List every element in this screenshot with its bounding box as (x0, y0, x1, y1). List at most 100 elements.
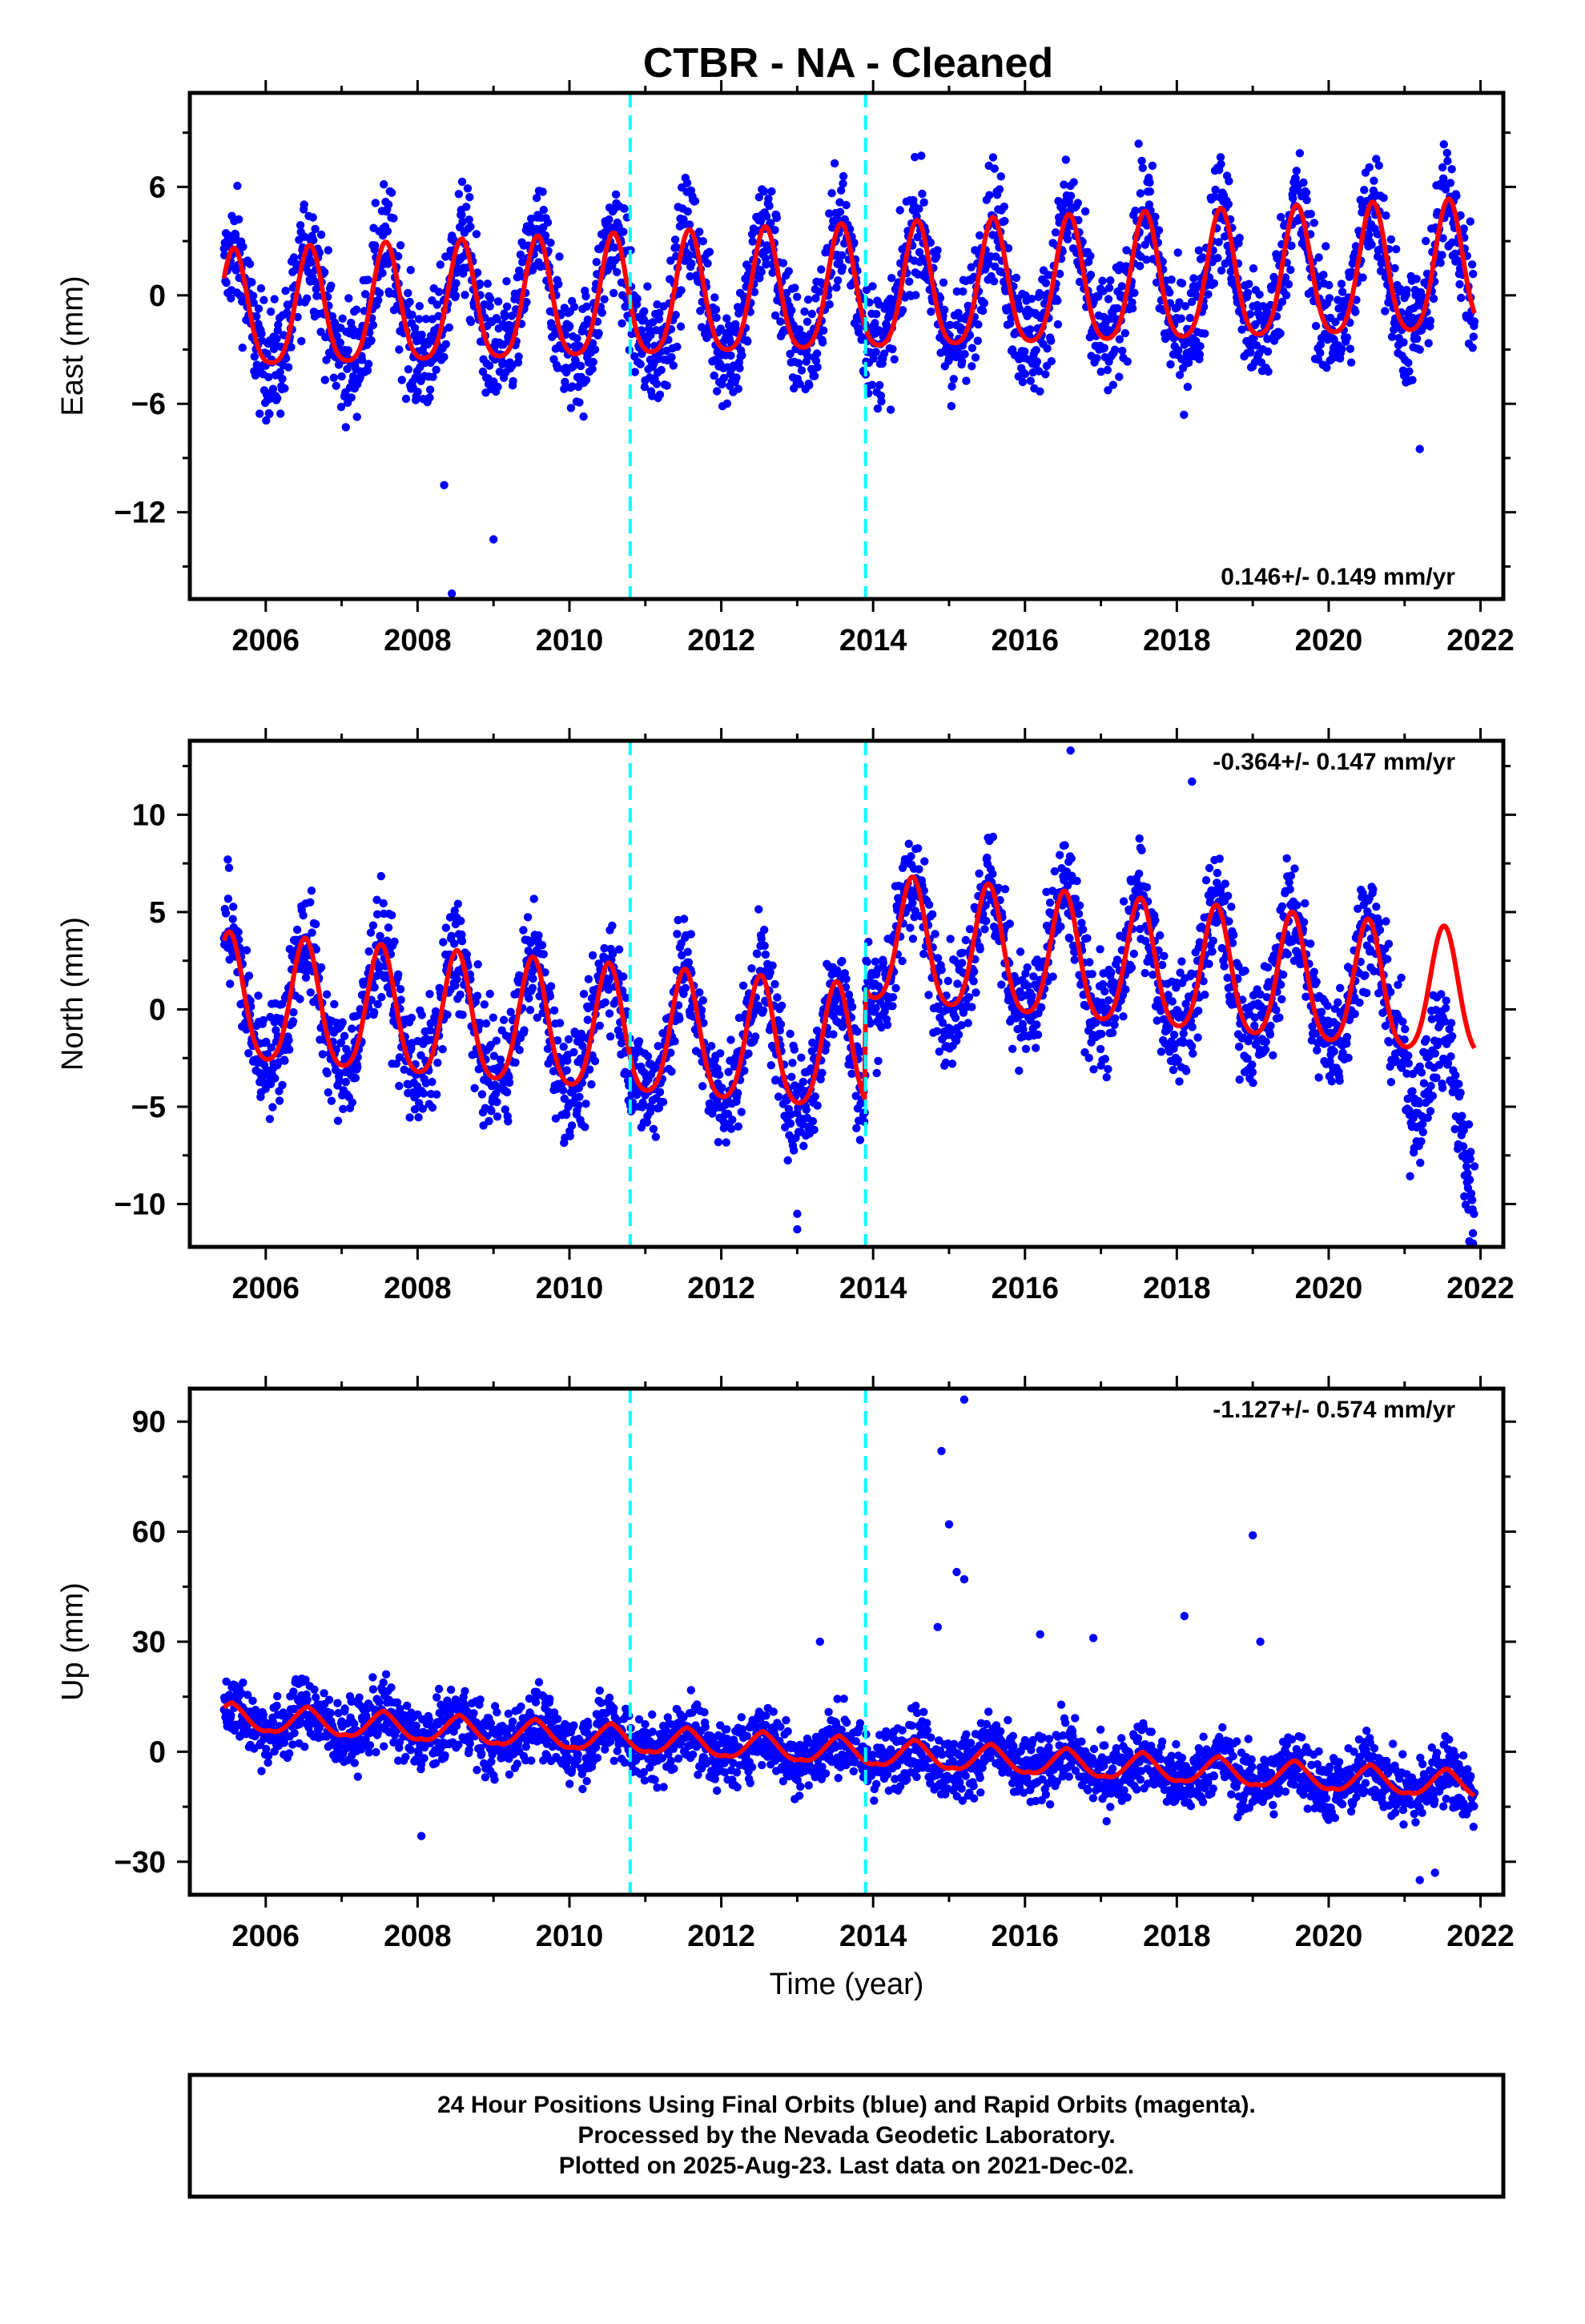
data-point (387, 911, 396, 920)
data-point (523, 913, 533, 922)
data-point (634, 1037, 644, 1046)
data-point (722, 1138, 730, 1147)
data-point (463, 184, 473, 193)
data-point (1148, 161, 1157, 171)
data-point (590, 345, 600, 354)
data-point (810, 1125, 819, 1135)
data-point (452, 279, 461, 287)
data-point (686, 930, 695, 939)
data-point (947, 401, 956, 411)
data-point (1243, 288, 1253, 297)
data-point (988, 870, 997, 879)
data-point (405, 297, 414, 307)
data-point (714, 1070, 724, 1080)
data-point (869, 354, 878, 363)
data-point (797, 1053, 806, 1062)
data-point (838, 956, 847, 966)
data-point (502, 302, 512, 311)
data-point (1405, 367, 1414, 376)
data-point (1183, 382, 1193, 392)
data-point (770, 979, 779, 989)
data-point (838, 251, 847, 259)
data-point (676, 322, 686, 331)
data-point (493, 315, 501, 324)
data-point (667, 352, 676, 362)
data-point (1264, 367, 1273, 376)
data-point (414, 1113, 423, 1122)
data-point (347, 393, 356, 402)
data-point (1086, 271, 1096, 279)
data-point (1100, 344, 1109, 352)
data-point (943, 976, 953, 986)
data-point (588, 339, 597, 348)
data-point (250, 352, 259, 361)
data-point (683, 207, 692, 216)
data-point (407, 1013, 416, 1023)
data-point (973, 336, 983, 345)
data-point (1175, 371, 1185, 380)
data-point (874, 1056, 883, 1066)
data-point (280, 384, 289, 393)
data-point (1346, 344, 1355, 353)
data-point (1392, 245, 1401, 254)
data-point (306, 898, 315, 907)
data-point (1122, 246, 1131, 255)
data-point (872, 1068, 881, 1078)
data-point (1235, 233, 1244, 243)
data-point (982, 916, 991, 926)
y-tick-label: −6 (131, 388, 166, 421)
data-point (1117, 282, 1127, 291)
data-point (760, 925, 769, 935)
data-point (316, 230, 326, 239)
data-point (1121, 985, 1130, 994)
data-point (803, 352, 812, 361)
data-point (713, 387, 722, 396)
data-point (223, 895, 233, 903)
data-point (1319, 271, 1328, 279)
data-point (963, 1019, 972, 1027)
data-point (766, 967, 774, 977)
data-point (799, 1141, 808, 1151)
velocity-rate-label: 0.146+/- 0.149 mm/yr (1221, 564, 1455, 590)
data-point (646, 331, 655, 340)
data-point (320, 376, 329, 384)
data-point (670, 1037, 679, 1046)
data-point (1360, 186, 1369, 195)
data-point (682, 179, 692, 187)
data-point (511, 1058, 520, 1068)
data-point (489, 1051, 499, 1060)
data-point (958, 959, 967, 967)
data-point (1386, 235, 1396, 244)
data-point (441, 252, 450, 261)
data-point (328, 312, 337, 321)
data-point (262, 416, 271, 425)
data-point (1073, 199, 1083, 207)
data-point (782, 288, 791, 298)
data-point (322, 356, 331, 364)
data-point (1096, 368, 1105, 376)
data-point (465, 215, 473, 224)
data-point (387, 188, 396, 197)
data-point (472, 230, 481, 239)
data-point (1074, 909, 1084, 919)
data-point (1358, 273, 1367, 282)
data-point (605, 215, 613, 224)
data-point (369, 1007, 379, 1017)
data-point (911, 291, 920, 300)
data-point (269, 344, 279, 353)
data-point (1246, 348, 1255, 357)
outlier-point (440, 480, 449, 489)
data-point (588, 951, 597, 960)
data-point (339, 1104, 348, 1114)
data-point (255, 409, 264, 418)
data-point (813, 363, 822, 372)
data-point (594, 328, 603, 338)
data-point (991, 262, 1000, 271)
data-point (1096, 1044, 1105, 1054)
data-point (931, 930, 939, 939)
data-point (1000, 216, 1009, 226)
data-point (1367, 240, 1376, 249)
data-point (421, 315, 431, 324)
data-point (289, 1007, 298, 1017)
data-point (1257, 358, 1266, 367)
